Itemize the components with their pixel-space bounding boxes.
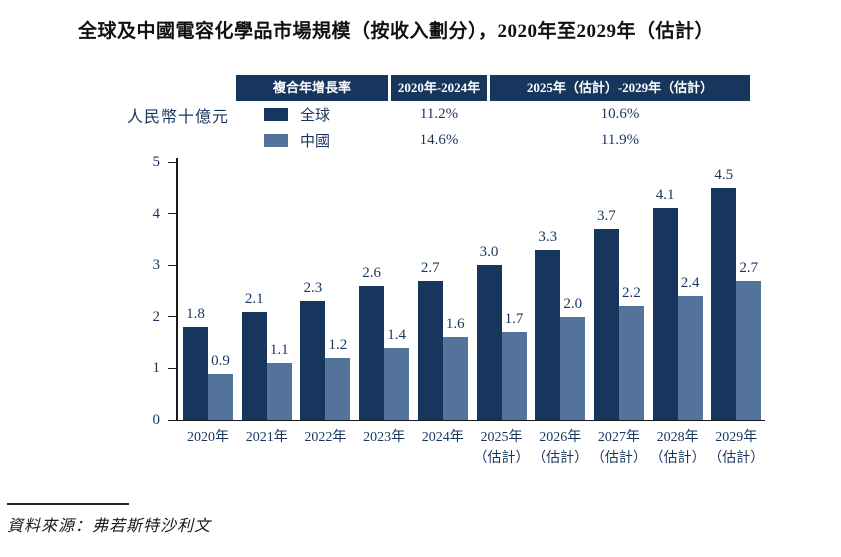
bar-value-label: 0.9 [211, 352, 230, 369]
x-axis-line [176, 419, 765, 421]
china-bar [442, 337, 468, 420]
x-axis-label: 2024年 [421, 430, 464, 445]
china-bar [325, 358, 351, 420]
bar-value-label: 1.4 [387, 326, 406, 343]
china-bar [266, 363, 292, 420]
global-bar [241, 311, 267, 420]
x-axis-label: 2020年 [187, 430, 229, 445]
china-series-label: 中國 [300, 133, 331, 150]
y-tick-mark [168, 367, 177, 369]
global-bar [359, 285, 385, 420]
china-series-swatch [264, 133, 288, 147]
global-bar [417, 280, 443, 420]
source-divider [7, 503, 129, 505]
bar-value-label: 1.7 [504, 311, 524, 328]
china-bar [736, 280, 762, 420]
y-tick-label: 0 [152, 412, 161, 428]
y-axis-unit-label: 人民幣十億元 [127, 109, 230, 126]
y-tick-mark [168, 161, 177, 163]
x-axis-label: 2027年 （估計） [590, 430, 647, 466]
bar-value-label: 1.1 [269, 342, 289, 359]
global-series-swatch [264, 107, 288, 121]
china-bar [384, 347, 410, 420]
bar-value-label: 1.8 [186, 306, 205, 323]
bar-value-label: 2.3 [303, 280, 323, 297]
global-bar [593, 229, 619, 420]
bar-value-label: 2.0 [563, 295, 583, 312]
bar-value-label: 1.2 [328, 337, 348, 354]
y-tick-mark [168, 213, 177, 215]
global-bar [183, 327, 208, 420]
y-tick-label: 3 [152, 257, 161, 274]
global-cagr-period-2: 10.6% [600, 105, 640, 122]
bar-value-label: 2.4 [680, 275, 700, 292]
y-tick-mark [168, 419, 177, 421]
x-axis-label: 2029年 （估計） [708, 430, 765, 466]
china-cagr-period-1: 14.6% [419, 131, 459, 148]
y-tick-label: 4 [152, 205, 161, 222]
global-series-label: 全球 [300, 107, 331, 124]
bar-value-label: 4.1 [655, 187, 675, 204]
bar-chart: 0 1 2 3 4 5 1.8 0.9 2020年 2.1 1.1 2021年 2.3 1.2 2022年 2… [152, 154, 765, 466]
x-axis-label: 2025年 （估計） [473, 430, 530, 466]
global-bar [535, 249, 561, 420]
china-bar [677, 296, 703, 420]
china-bar [618, 306, 644, 420]
bar-value-label: 1.6 [445, 316, 465, 333]
source-note: 資料來源：弗若斯特沙利文 [7, 518, 212, 535]
x-axis-label: 2023年 [363, 430, 406, 445]
bar-value-label: 3.3 [538, 228, 558, 245]
legend-header-period-1: 2020年-2024年 [391, 75, 487, 101]
bar-value-label: 4.5 [714, 166, 734, 183]
bar-value-label: 3.0 [479, 244, 499, 261]
global-bar [711, 187, 737, 420]
global-bar [652, 208, 678, 420]
bar-value-label: 3.7 [597, 208, 616, 225]
x-axis-label: 2026年 （估計） [532, 430, 589, 466]
bar-value-label: 2.1 [244, 290, 264, 307]
y-tick-label: 2 [152, 308, 161, 325]
legend-row-china: 中國 14.6% 11.9% [236, 127, 750, 153]
y-axis-line [176, 158, 178, 421]
china-bar [501, 332, 527, 420]
cagr-legend-table: 複合年增長率 2020年-2024年 2025年（估計）-2029年（估計） 全… [236, 75, 750, 153]
bar-value-label: 2.7 [420, 259, 440, 276]
global-bar [300, 301, 326, 420]
bar-value-label: 2.6 [362, 264, 381, 281]
y-tick-label: 5 [152, 154, 161, 170]
legend-header-cagr: 複合年增長率 [236, 75, 388, 101]
china-cagr-period-2: 11.9% [600, 131, 640, 148]
global-cagr-period-1: 11.2% [419, 105, 459, 122]
x-axis-label: 2028年 （估計） [649, 430, 706, 466]
legend-header-period-2: 2025年（估計）-2029年（估計） [490, 75, 750, 101]
x-axis-label: 2022年 [304, 430, 347, 445]
bar-value-label: 2.7 [739, 259, 759, 276]
china-bar [560, 316, 586, 420]
x-axis-label: 2021年 [245, 430, 288, 445]
bar-value-label: 2.2 [622, 285, 641, 302]
y-tick-label: 1 [152, 360, 161, 377]
china-bar [208, 373, 233, 420]
global-bar [476, 265, 502, 420]
figure-title: 全球及中國電容化學品市場規模（按收入劃分），2020年至2029年（估計） [78, 21, 715, 42]
y-tick-mark [168, 316, 177, 318]
legend-row-global: 全球 11.2% 10.6% [236, 101, 750, 127]
y-tick-mark [168, 264, 177, 266]
legend-table-header: 複合年增長率 2020年-2024年 2025年（估計）-2029年（估計） [236, 75, 750, 101]
